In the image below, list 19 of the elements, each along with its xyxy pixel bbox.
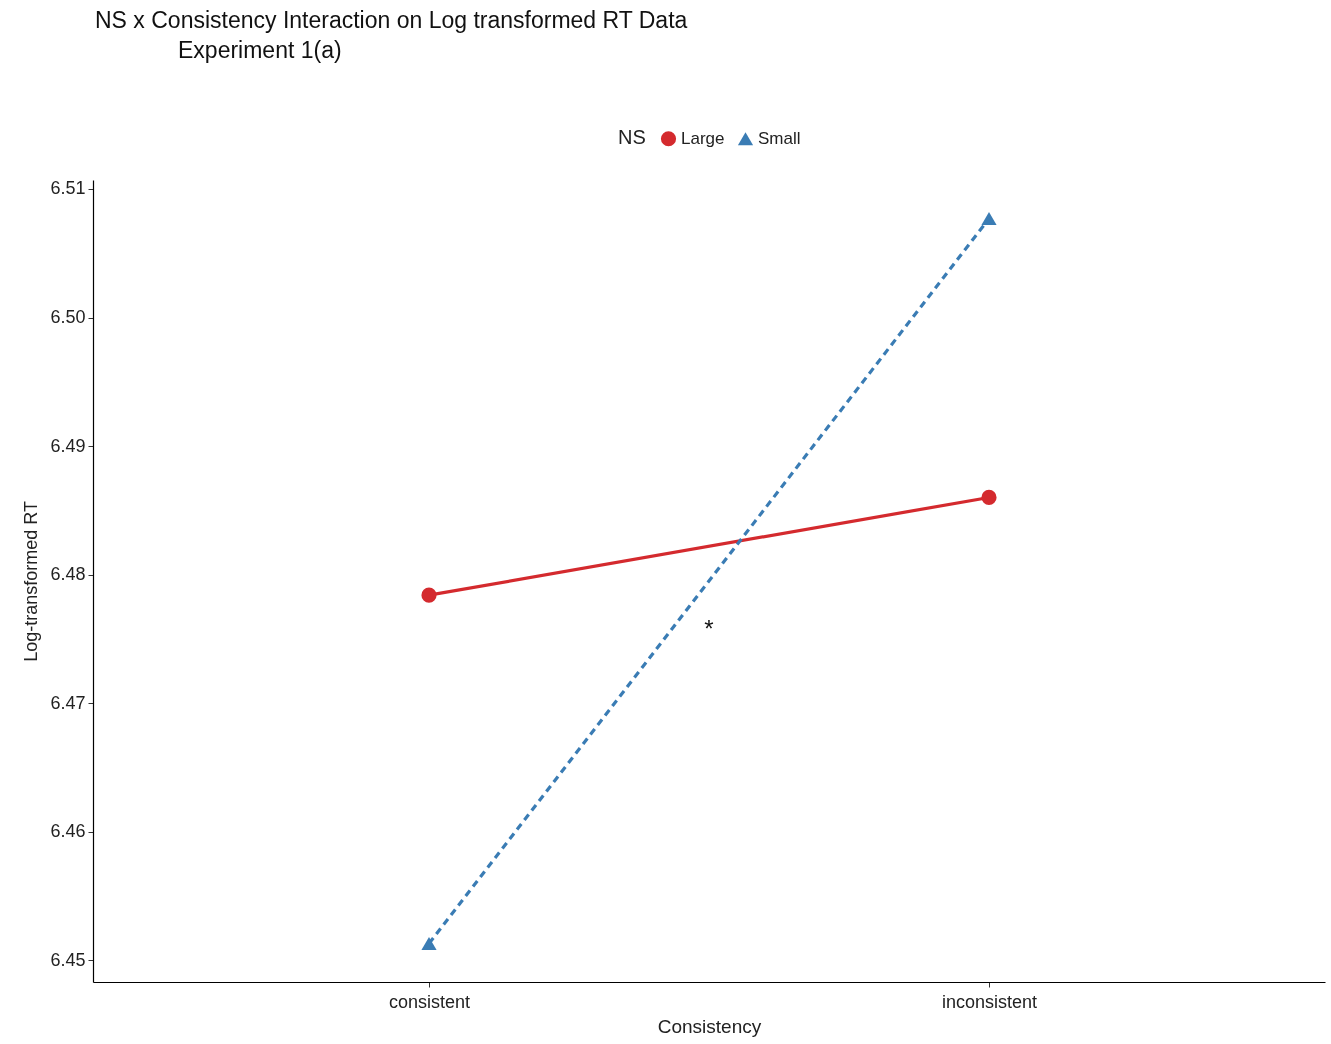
y-tick-label: 6.48: [50, 564, 86, 585]
point: [981, 489, 997, 506]
y-tick-label: 6.46: [50, 821, 86, 842]
x-tick-label: inconsistent: [941, 991, 1038, 1012]
chart-title: NS x Consistency Interaction on Log transformed RT Data: [95, 7, 688, 34]
legend-label: Small: [758, 128, 801, 148]
x-tick-label: consistent: [388, 991, 471, 1012]
y-tick-label: 6.51: [50, 178, 86, 199]
x-axis-title: Consistency: [657, 1015, 762, 1037]
y-axis-title: Log-transformed RT: [21, 501, 42, 662]
point: [421, 587, 437, 603]
y-tick-label: 6.50: [50, 307, 86, 328]
legend-title: NS: [618, 126, 646, 148]
y-tick-label: 6.49: [50, 435, 86, 456]
legend-label: Large: [681, 128, 725, 148]
annotation: *: [704, 615, 714, 642]
y-tick-label: 6.45: [50, 949, 86, 970]
y-tick-label: 6.47: [50, 692, 86, 713]
chart-subtitle: Experiment 1(a): [178, 37, 342, 64]
